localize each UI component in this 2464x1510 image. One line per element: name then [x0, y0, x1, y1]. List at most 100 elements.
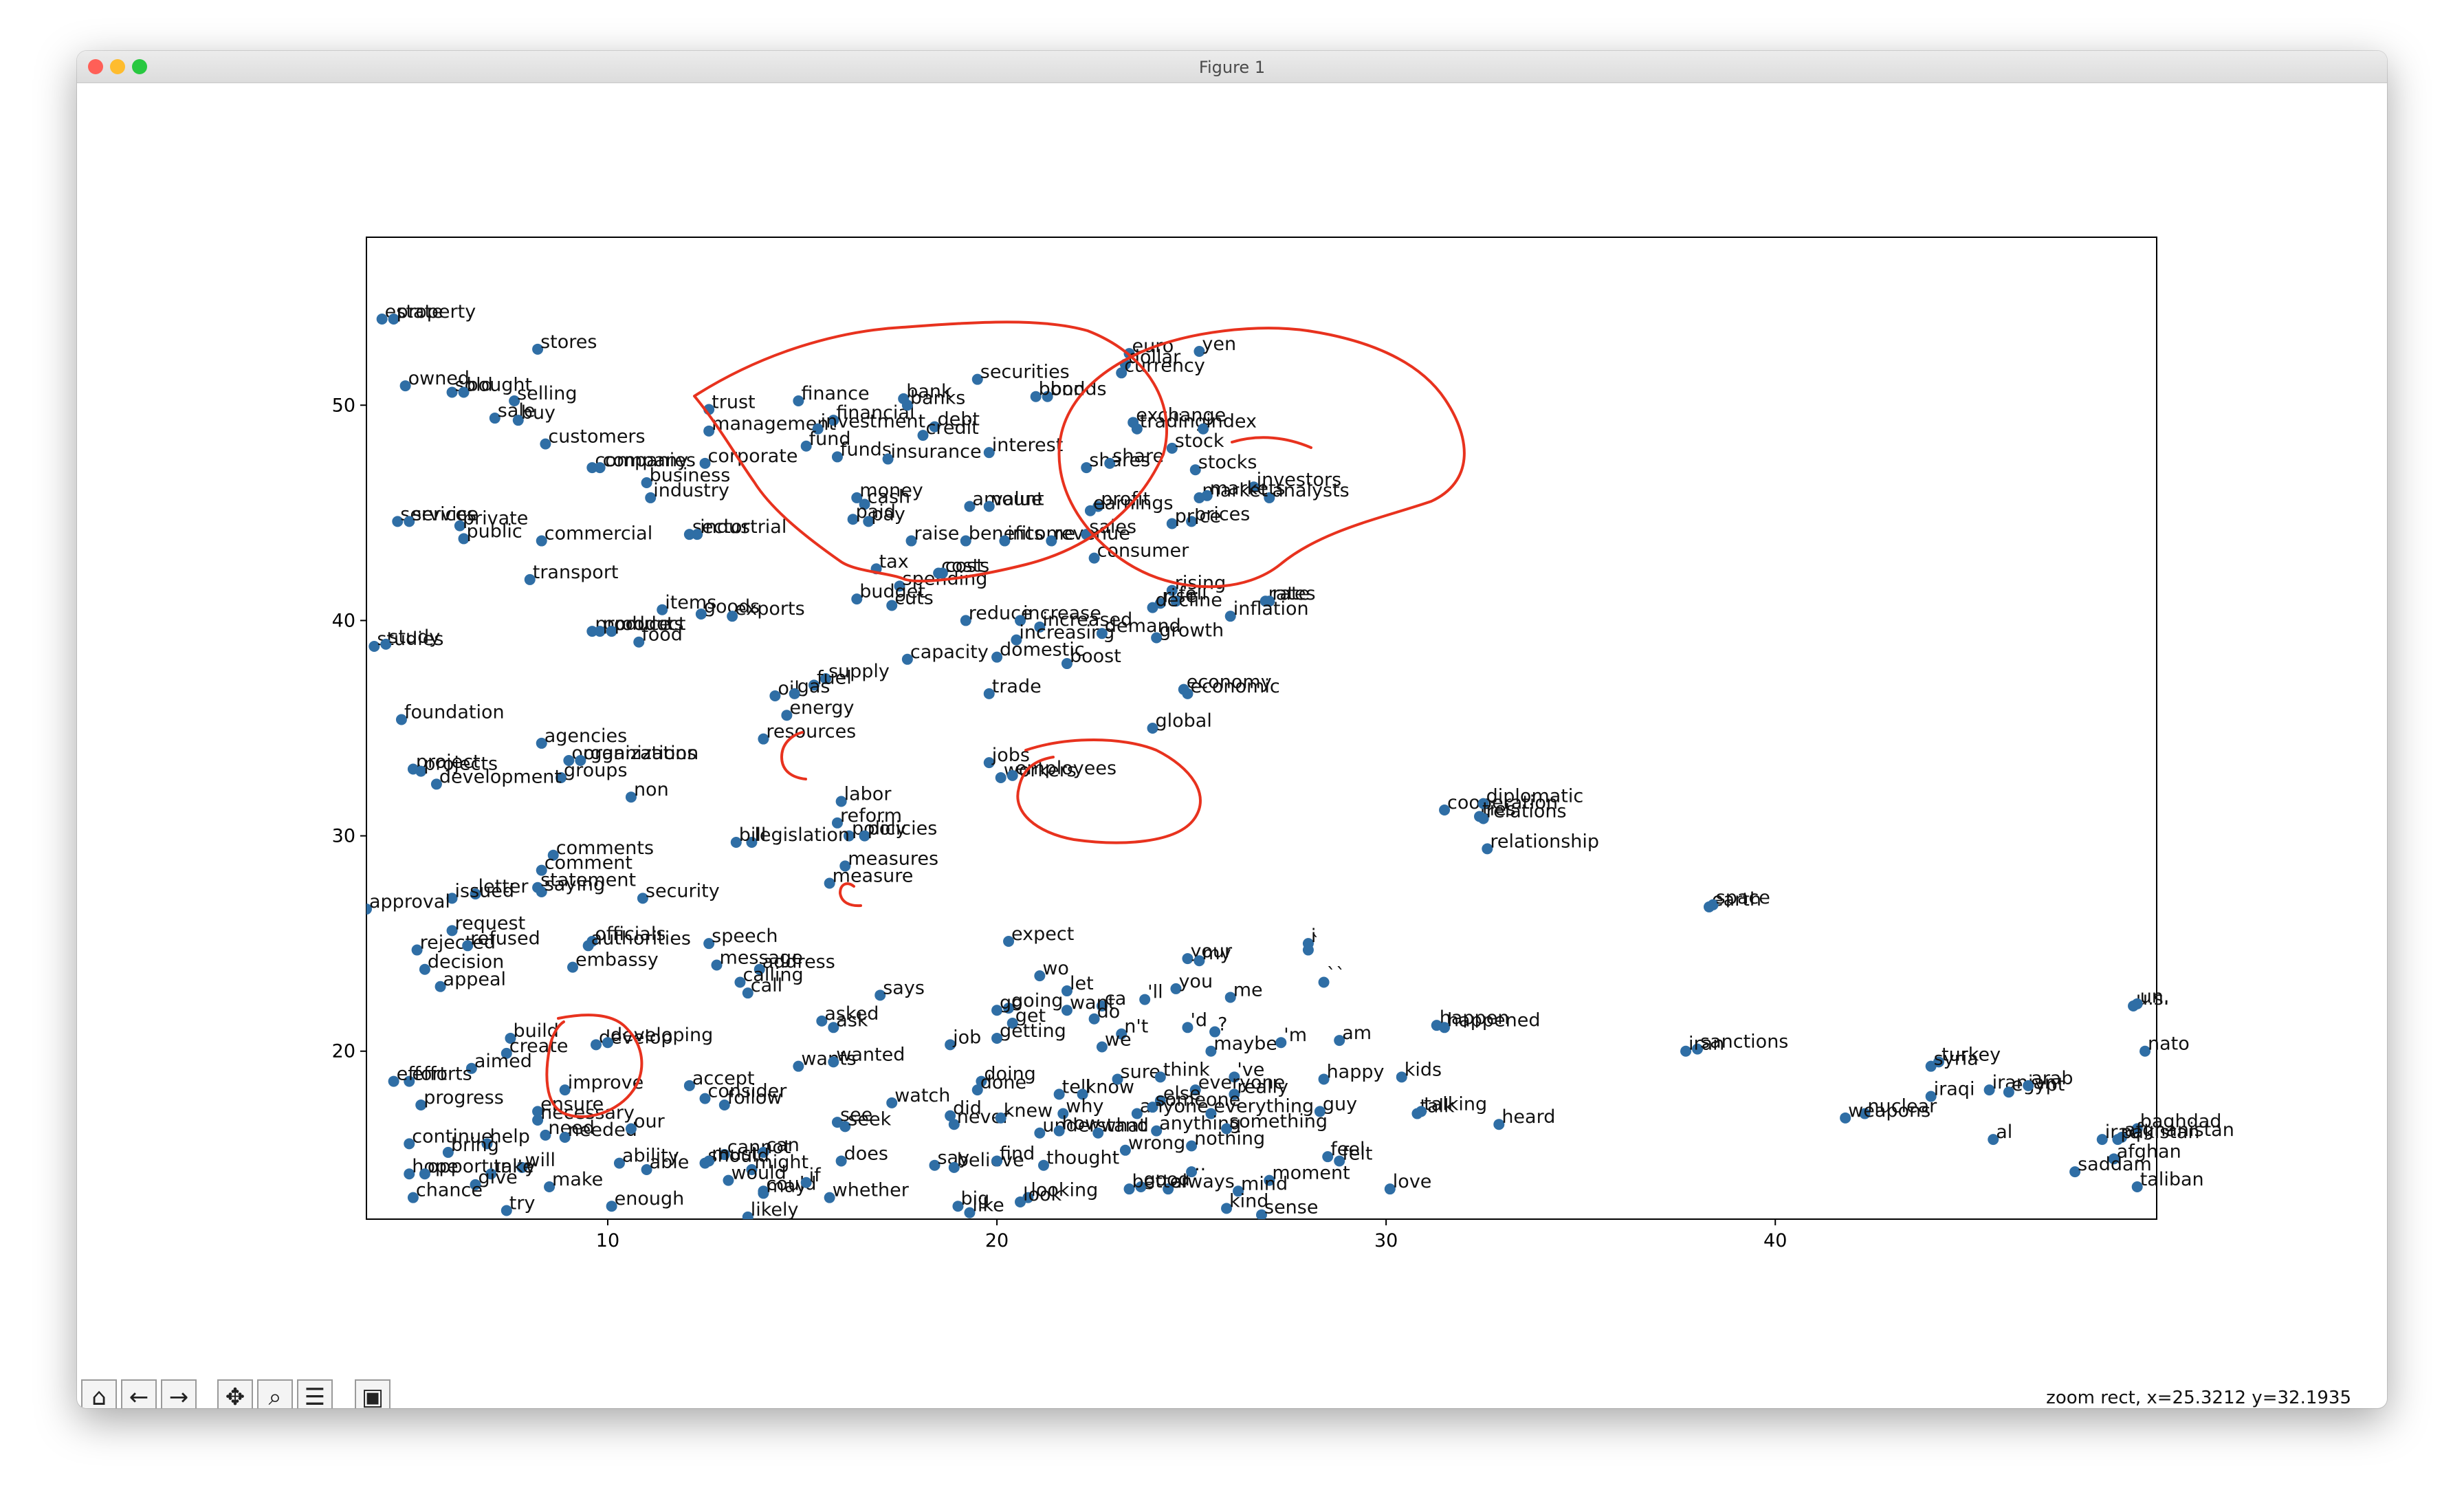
data-point: [1135, 1181, 1147, 1193]
data-point: [1170, 595, 1182, 607]
data-point: [718, 1149, 730, 1161]
point-label: exports: [735, 598, 805, 620]
data-point: [742, 987, 754, 999]
point-label: baghdad: [2140, 1110, 2222, 1132]
data-point: [532, 343, 544, 355]
data-point: [563, 754, 575, 766]
point-label: go: [1000, 992, 1023, 1014]
forward-icon: →: [168, 1383, 189, 1408]
data-point: [641, 477, 652, 488]
data-point: [1166, 442, 1178, 454]
data-point: [446, 893, 458, 904]
forward-button[interactable]: →: [161, 1379, 197, 1408]
point-label: nato: [2148, 1033, 2190, 1055]
data-point: [1096, 1041, 1108, 1053]
point-label: supply: [828, 661, 890, 682]
data-point: [1166, 584, 1178, 596]
point-label: guy: [1323, 1093, 1357, 1115]
home-button[interactable]: ⌂: [81, 1379, 117, 1408]
point-label: must: [712, 1143, 758, 1164]
point-label: index: [1206, 411, 1257, 433]
point-label: chance: [416, 1180, 483, 1201]
point-label: comments: [556, 838, 654, 859]
point-label: appeal: [443, 969, 506, 990]
data-point: [2003, 1086, 2014, 1098]
point-label: iran: [1688, 1033, 1724, 1055]
minimize-window-button[interactable]: [110, 59, 125, 74]
zoom-window-button[interactable]: [132, 59, 147, 74]
point-label: un.: [2140, 986, 2170, 1007]
data-point: [1006, 769, 1018, 781]
point-label: n't: [1124, 1016, 1148, 1038]
data-point: [808, 679, 820, 691]
point-label: product: [615, 613, 686, 635]
close-window-button[interactable]: [88, 59, 103, 74]
point-label: organization: [583, 743, 698, 764]
point-label: markets: [1210, 478, 1286, 499]
point-label: me: [1233, 979, 1263, 1000]
data-point: [703, 1155, 715, 1167]
figure-canvas[interactable]: 10 20 30 40 20 30 40 50 estate property stores owne…: [77, 83, 2387, 1408]
point-label: like: [972, 1195, 1004, 1216]
point-label: items: [665, 592, 716, 613]
point-label: legislation: [754, 824, 850, 846]
data-point: [800, 1177, 812, 1188]
data-point: [582, 940, 594, 952]
zoom-button[interactable]: ⌕: [257, 1379, 293, 1408]
data-point: [1692, 1043, 1704, 1055]
data-point: [692, 529, 703, 540]
data-point: [404, 1168, 415, 1180]
point-label: ask: [836, 1009, 868, 1031]
data-point: [683, 529, 695, 540]
scatter-plot[interactable]: 10 20 30 4020304050estatepropertystoresowne…: [77, 83, 2387, 1369]
point-label: sanctions: [1700, 1031, 1788, 1053]
point-label: finance: [801, 383, 869, 404]
pan-button[interactable]: ✥: [217, 1379, 253, 1408]
data-point: [505, 1032, 516, 1044]
data-point: [1186, 1140, 1198, 1152]
point-label: let: [1070, 973, 1094, 994]
point-label: will: [525, 1150, 556, 1171]
data-point: [1229, 1088, 1240, 1100]
point-label: value: [992, 488, 1043, 510]
data-point: [831, 817, 843, 829]
build-circle: [545, 1014, 644, 1118]
data-point: [699, 457, 711, 469]
save-button[interactable]: ▣: [355, 1379, 390, 1408]
data-point: [929, 1159, 940, 1171]
data-point: [516, 1161, 528, 1173]
data-point: [586, 462, 598, 474]
data-point: [1264, 595, 1275, 607]
point-label: 'll: [1147, 982, 1163, 1003]
data-point: [824, 1192, 835, 1203]
configure-subplots-button[interactable]: ☰: [297, 1379, 333, 1408]
point-label: money: [859, 480, 923, 501]
data-point: [1084, 505, 1096, 516]
data-point: [536, 737, 547, 749]
data-point: [1151, 1125, 1163, 1137]
point-label: exchange: [1136, 404, 1226, 426]
data-point: [606, 626, 617, 637]
data-point: [442, 1146, 454, 1158]
point-label: stocks: [1198, 452, 1257, 473]
data-point: [594, 462, 606, 474]
point-label: non: [634, 779, 669, 800]
point-label: did: [953, 1098, 982, 1119]
point-label: trading: [1140, 411, 1207, 433]
back-button[interactable]: ←: [121, 1379, 157, 1408]
point-label: should: [707, 1146, 769, 1167]
point-label: foundation: [404, 701, 505, 723]
point-label: owned: [408, 368, 470, 389]
point-label: good: [1144, 1169, 1190, 1190]
data-point: [1229, 1071, 1240, 1083]
data-point: [746, 1163, 758, 1175]
point-label: kids: [1405, 1059, 1442, 1080]
data-point: [366, 904, 372, 915]
point-label: rejected: [420, 932, 496, 954]
point-label: says: [883, 977, 925, 998]
point-label: 'd: [1190, 1009, 1207, 1031]
point-label: going: [1011, 990, 1063, 1011]
data-point: [536, 864, 547, 876]
data-point: [465, 1062, 477, 1074]
data-point: [657, 604, 668, 615]
